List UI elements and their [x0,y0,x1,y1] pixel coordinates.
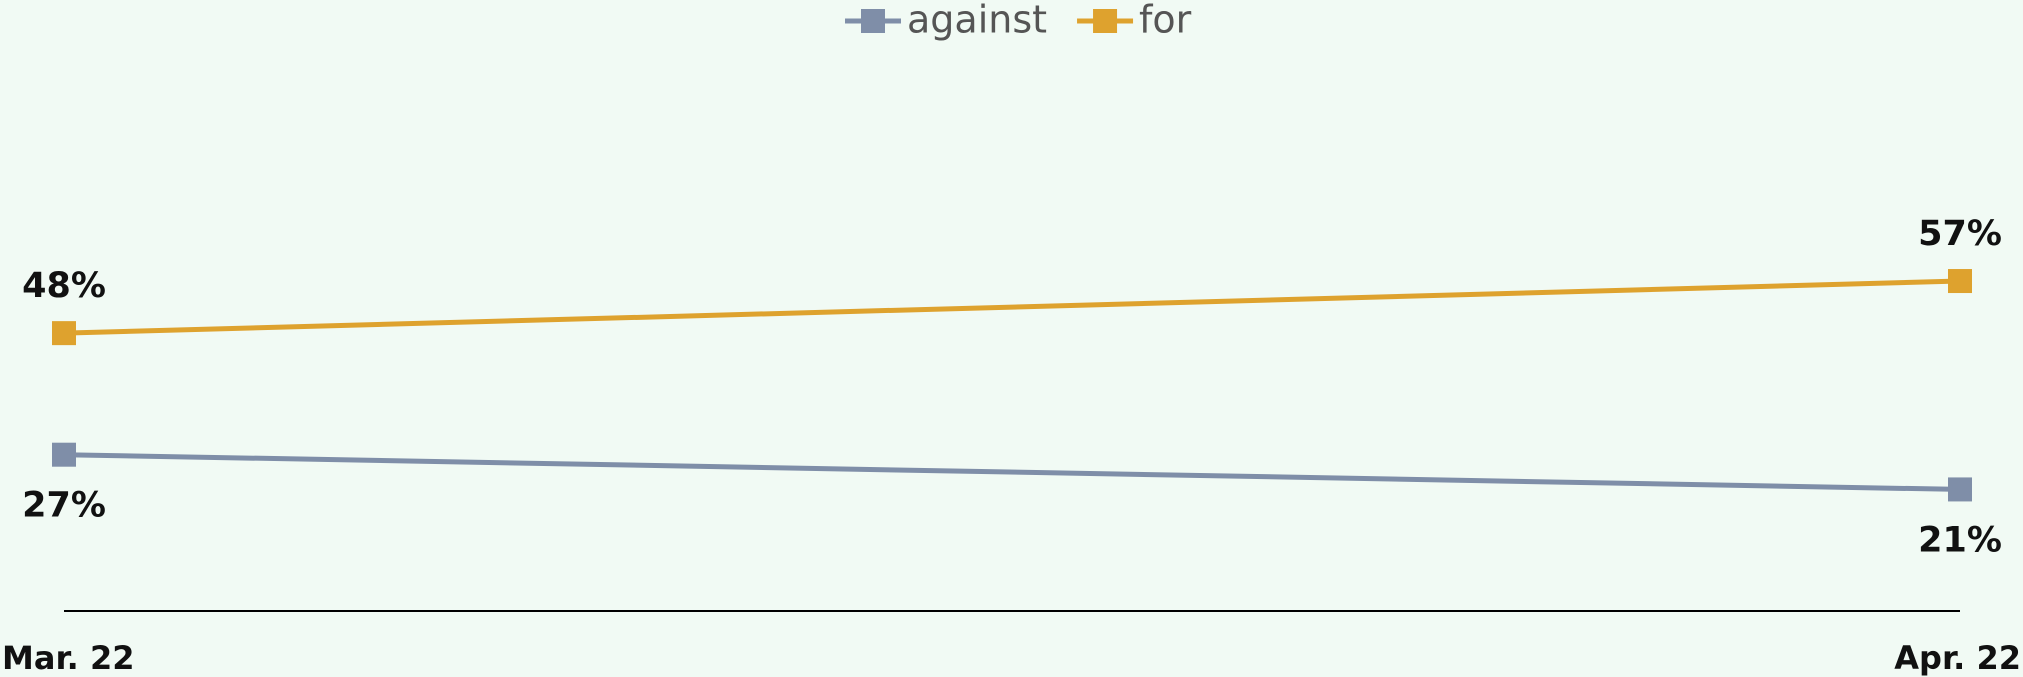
x-tick-label: Apr. 22 [1894,639,2021,677]
point-marker [1948,477,1972,502]
x-tick-label: Mar. 22 [2,639,134,677]
data-label: 48% [22,266,106,306]
series-line [63,452,1961,492]
data-label: 21% [1918,520,2002,560]
point-marker [52,321,76,346]
legend-label: against [907,0,1047,42]
legend-marker [1093,9,1118,33]
legend-label: for [1139,0,1192,42]
series-line [63,278,1961,336]
point-marker [52,442,76,467]
legend-marker [861,9,885,33]
point-marker [1948,269,1972,294]
data-label: 57% [1918,214,2002,254]
data-label: 27% [22,486,106,526]
